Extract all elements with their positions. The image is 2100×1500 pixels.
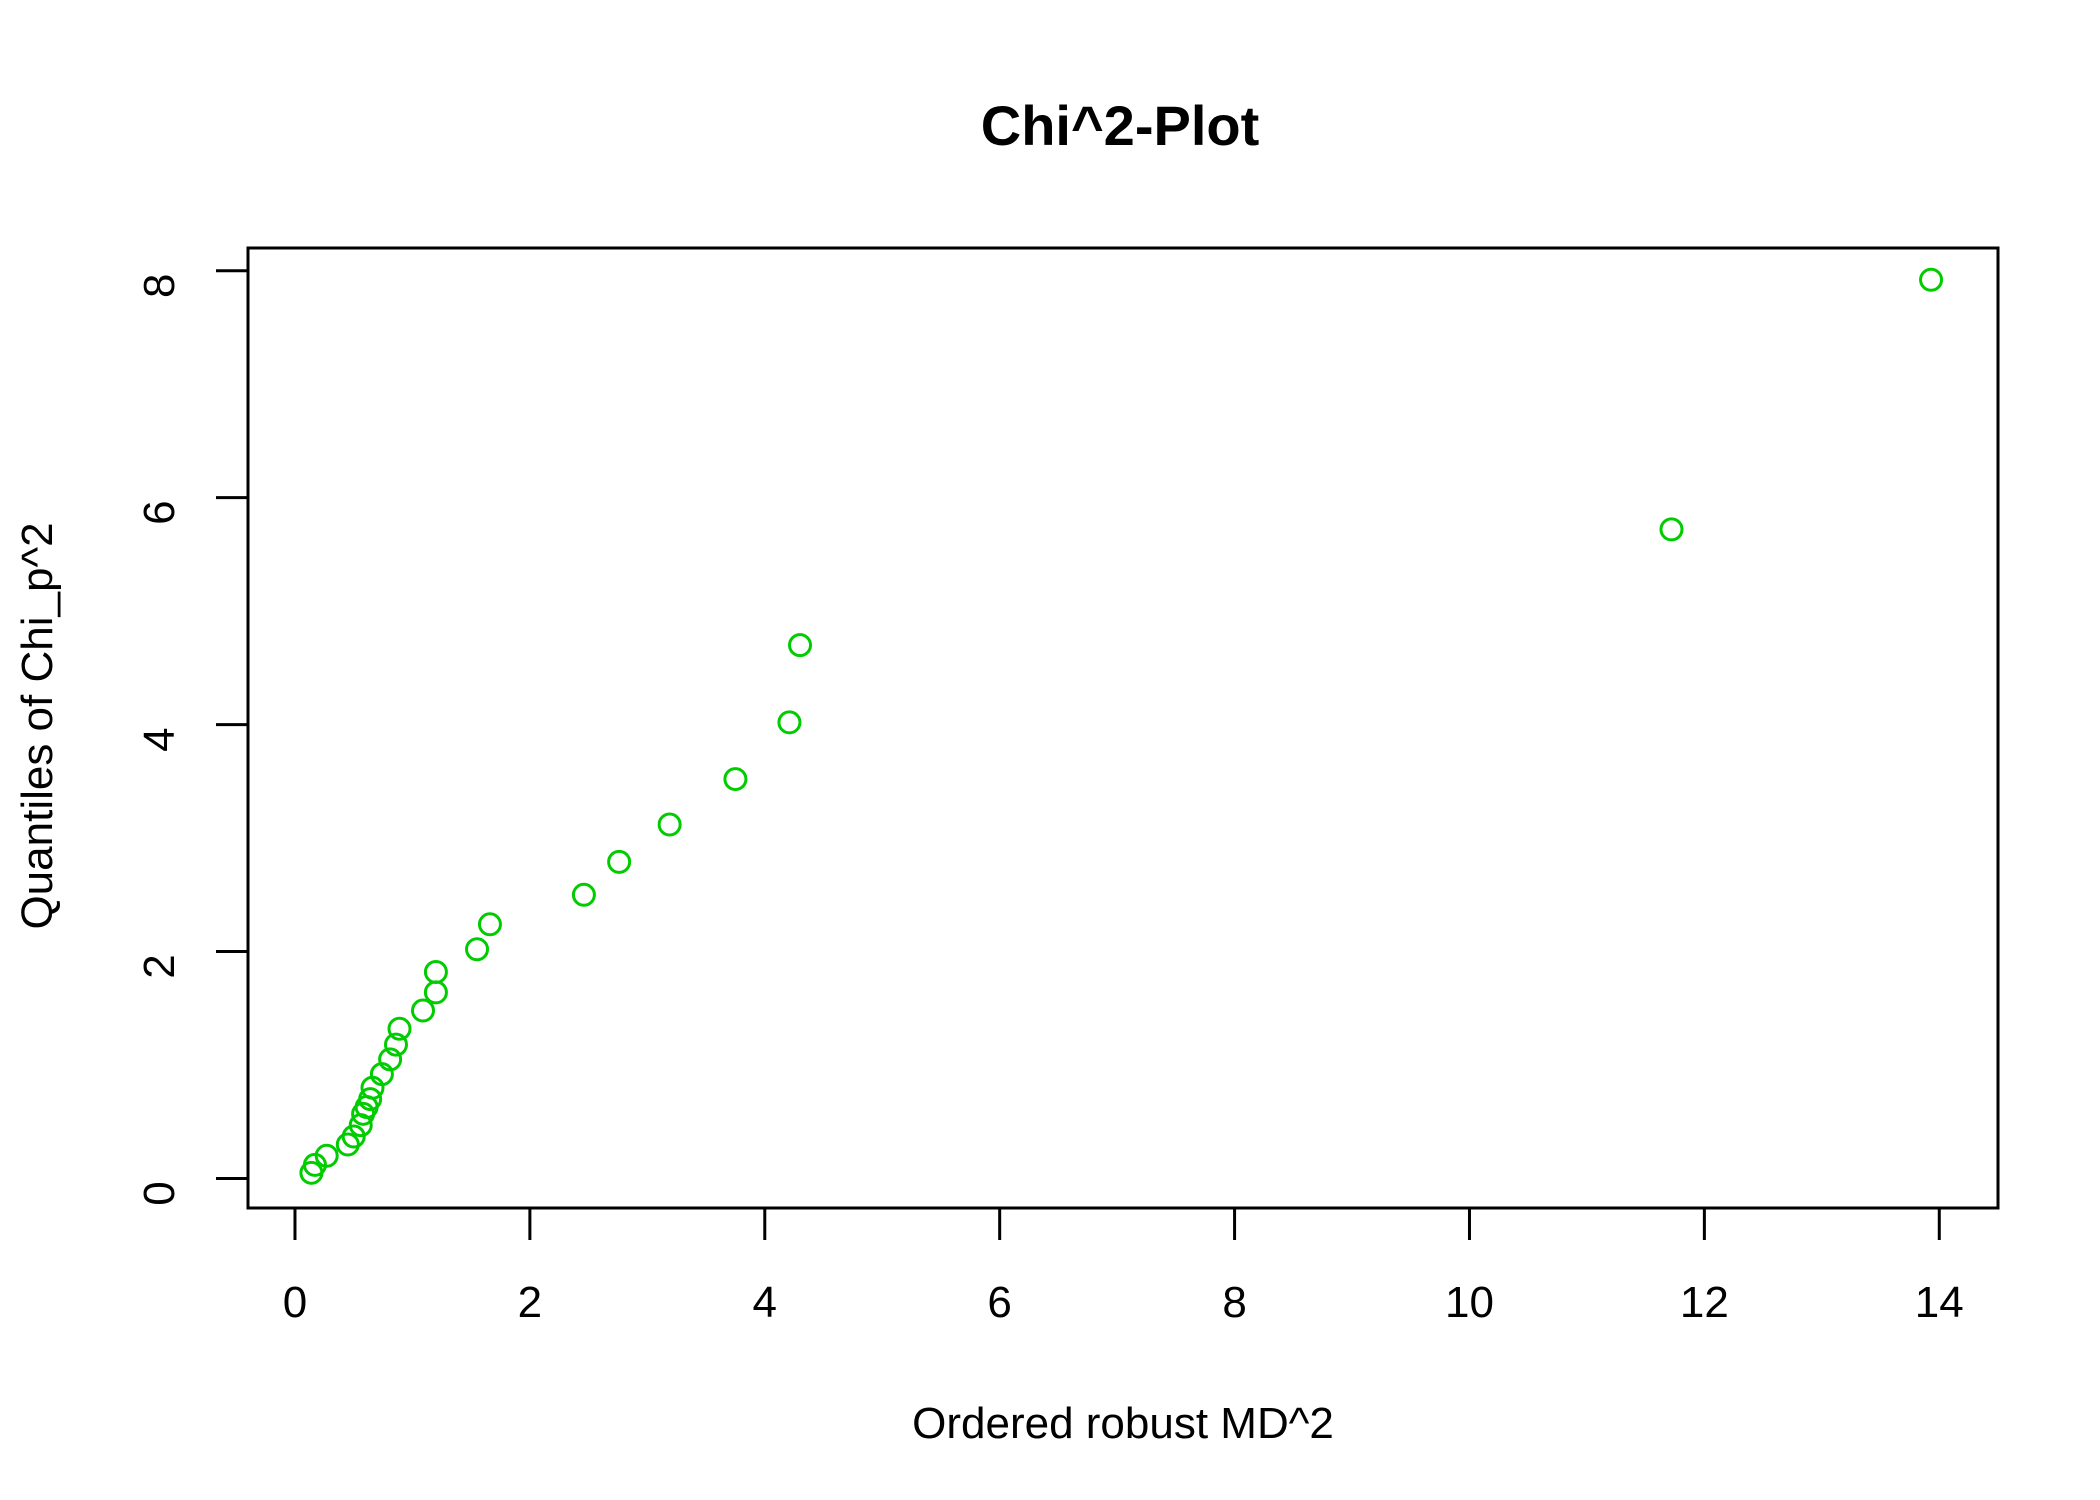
data-point <box>788 633 813 658</box>
x-tick-label: 10 <box>1445 1278 1494 1327</box>
data-point <box>383 1032 408 1057</box>
x-tick-label: 6 <box>987 1278 1011 1327</box>
data-point <box>571 882 596 907</box>
data-point <box>1659 517 1684 542</box>
data-point <box>411 998 435 1023</box>
y-tick-label: 8 <box>135 273 184 297</box>
x-tick-label: 14 <box>1915 1278 1964 1327</box>
data-point <box>723 767 748 792</box>
data-point <box>607 849 632 874</box>
data-point <box>378 1047 403 1072</box>
data-point <box>657 812 682 837</box>
y-tick-label: 4 <box>135 727 184 751</box>
data-point <box>314 1143 339 1168</box>
y-tick-label: 0 <box>135 1181 184 1205</box>
data-point <box>423 980 448 1005</box>
y-tick-label: 2 <box>135 954 184 978</box>
data-point <box>477 912 502 937</box>
data-point <box>465 937 490 962</box>
data-point <box>387 1016 412 1041</box>
x-axis: 0 2 4 6 8 10 12 14 <box>283 1206 1964 1327</box>
data-point <box>423 959 448 984</box>
data-point <box>777 710 802 735</box>
x-axis-label: Ordered robust MD^2 <box>912 1399 1334 1448</box>
data-point <box>1919 267 1944 292</box>
x-tick-label: 4 <box>753 1278 777 1327</box>
x-tick-label: 0 <box>283 1278 307 1327</box>
x-tick-label: 2 <box>518 1278 542 1327</box>
x-tick-label: 12 <box>1680 1278 1729 1327</box>
y-axis: 0 2 4 6 8 <box>135 269 250 1206</box>
chart-title: Chi^2-Plot <box>981 94 1259 157</box>
y-tick-label: 6 <box>135 500 184 524</box>
y-axis-label: Quantiles of Chi_p^2 <box>13 522 62 929</box>
x-tick-label: 8 <box>1222 1278 1246 1327</box>
plot-frame <box>246 246 2000 1210</box>
data-point <box>358 1087 383 1112</box>
data-points-layer <box>299 267 1944 1185</box>
